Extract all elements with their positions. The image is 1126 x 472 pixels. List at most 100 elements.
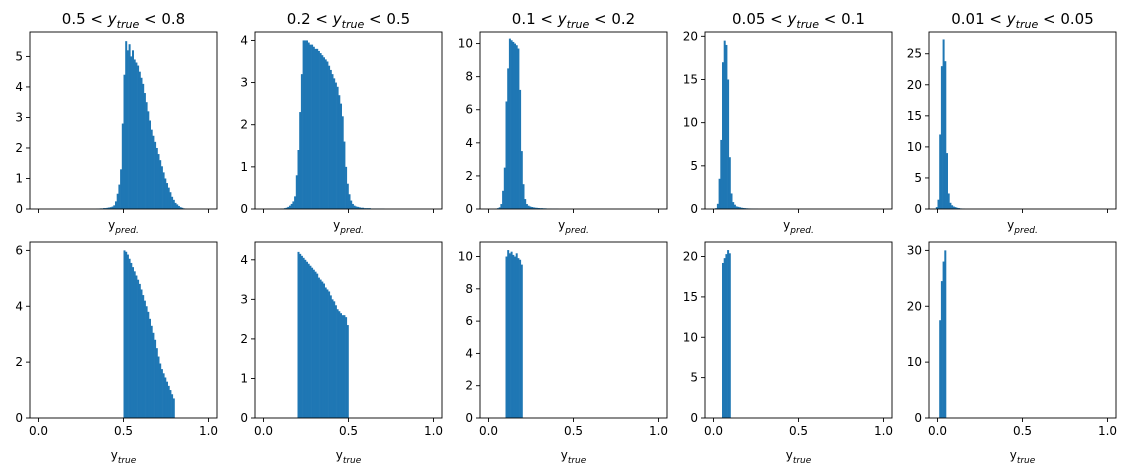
histogram-bar xyxy=(130,56,133,209)
panel-row1-col3: 0 2 4 6 8 10 ypred. 0.1 < ytrue < 0.2 xyxy=(458,10,668,236)
histogram-bar xyxy=(166,381,168,418)
histogram-bar xyxy=(957,208,960,209)
histogram-bar xyxy=(155,348,158,418)
histogram-bar xyxy=(128,44,131,210)
histogram-bar xyxy=(157,356,160,418)
panel-title: 0.2 < ytrue < 0.5 xyxy=(287,10,410,31)
histogram-bar xyxy=(164,377,167,418)
histogram-bar xyxy=(309,44,312,209)
x-tick-label: 0.0 xyxy=(704,424,723,438)
histogram-bar xyxy=(126,254,129,418)
histogram-bar xyxy=(316,48,319,209)
axes-frame xyxy=(928,31,1117,210)
panel-row1-col2: 0 1 2 3 4 ypred. 0.2 < ytrue < 0.5 xyxy=(240,10,443,236)
x-tick-label: 0.5 xyxy=(114,424,133,438)
histogram-bar xyxy=(514,256,516,418)
histogram-bar xyxy=(181,207,184,209)
histogram-bar xyxy=(304,40,307,210)
histogram-bar xyxy=(304,259,307,418)
histogram-bar xyxy=(534,207,537,209)
histogram-bar xyxy=(942,261,945,418)
histogram-bar xyxy=(133,59,136,209)
histogram-bar xyxy=(140,289,143,418)
y-tick-label: 5 xyxy=(690,159,698,173)
y-tick-label: 5 xyxy=(690,371,698,385)
histogram-bar xyxy=(336,86,339,209)
y-tick-label: 1 xyxy=(240,371,248,385)
histogram-bar xyxy=(353,205,356,209)
histogram-bar xyxy=(169,192,172,209)
histogram-bar xyxy=(718,178,721,209)
y-tick-label: 4 xyxy=(240,33,248,47)
y-tick-label: 6 xyxy=(15,243,23,257)
histogram-bar xyxy=(292,201,295,209)
y-tick-label: 5 xyxy=(914,171,922,185)
histogram-bar xyxy=(331,299,334,418)
histogram-bar xyxy=(125,251,128,418)
x-tick-label: 1.0 xyxy=(424,424,443,438)
y-tick-label: 0 xyxy=(240,202,248,216)
y-tick-label: 10 xyxy=(907,355,922,369)
panel-title: 0.1 < ytrue < 0.2 xyxy=(512,10,635,31)
histogram-bar xyxy=(123,250,126,418)
histogram-bar xyxy=(517,258,520,418)
histogram-bar xyxy=(162,373,165,418)
histogram-bar xyxy=(159,363,162,418)
histogram-bar xyxy=(162,172,165,209)
x-tick-label: 1.0 xyxy=(1098,424,1117,438)
histogram-bar xyxy=(525,204,528,209)
histogram-bar xyxy=(130,262,133,418)
histogram-bar xyxy=(321,55,324,210)
histogram-bar xyxy=(333,301,336,418)
x-axis-label: ytrue xyxy=(1010,448,1036,466)
histogram-bar xyxy=(498,207,501,209)
y-tick-label: 15 xyxy=(907,109,922,123)
y-tick-label: 2 xyxy=(240,332,248,346)
y-tick-label: 25 xyxy=(907,47,922,61)
histogram-bar xyxy=(346,325,349,418)
histogram-bar xyxy=(529,206,532,209)
histogram-bar xyxy=(118,184,121,209)
histogram-bar xyxy=(527,205,530,209)
histogram-bar xyxy=(316,273,319,418)
histogram-bar xyxy=(150,129,153,209)
histogram-bar xyxy=(300,255,303,418)
histogram-bar xyxy=(517,48,520,209)
histogram-bar xyxy=(307,42,310,209)
histogram-bar xyxy=(720,139,723,209)
histogram-bar xyxy=(340,103,342,209)
histogram-bar xyxy=(295,175,298,209)
axes-frame xyxy=(254,31,443,210)
y-tick-label: 4 xyxy=(15,80,23,94)
histogram-bar xyxy=(952,206,955,209)
histogram-bar xyxy=(956,207,959,209)
histogram-bar xyxy=(341,315,344,418)
panel-row2-col3: 0 2 4 6 8 10 0.0 0.5 1.0 ytrue xyxy=(458,241,668,466)
histogram-bar xyxy=(739,207,741,209)
histogram-bar xyxy=(346,183,349,209)
y-tick-label: 4 xyxy=(15,299,23,313)
y-tick-label: 1 xyxy=(240,160,248,174)
y-tick-label: 15 xyxy=(683,290,698,304)
histogram-bar xyxy=(345,317,348,418)
panel-row2-col4: 0 5 10 15 20 0.0 0.5 1.0 ytrue xyxy=(683,241,893,466)
x-tick-label: 0.0 xyxy=(479,424,498,438)
histogram-bar xyxy=(108,207,111,209)
y-tick-label: 0 xyxy=(465,411,473,425)
histogram-bar xyxy=(939,134,942,209)
y-tick-label: 0 xyxy=(465,202,473,216)
histogram-bar xyxy=(336,309,339,418)
histogram-bar xyxy=(940,281,943,418)
histogram-bar xyxy=(512,41,515,210)
histogram-bar xyxy=(946,153,948,209)
histogram-bar xyxy=(312,269,315,418)
histogram-bar xyxy=(324,59,327,209)
histogram-bar xyxy=(723,40,726,209)
y-tick-label: 10 xyxy=(907,140,922,154)
histogram-bar xyxy=(728,157,731,209)
histogram-bar xyxy=(334,305,337,418)
histogram-bar xyxy=(309,265,312,418)
y-tick-label: 0 xyxy=(914,202,922,216)
y-tick-label: 10 xyxy=(458,250,473,264)
